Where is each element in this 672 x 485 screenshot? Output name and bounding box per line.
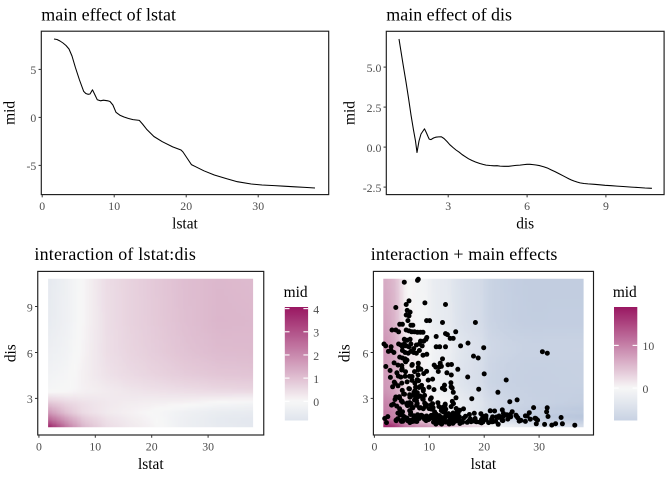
svg-text:3: 3 <box>445 199 451 213</box>
svg-text:5.0: 5.0 <box>367 61 382 75</box>
svg-text:lstat: lstat <box>172 215 198 232</box>
svg-text:0.0: 0.0 <box>367 141 382 155</box>
svg-text:10: 10 <box>108 199 120 213</box>
svg-text:6: 6 <box>524 199 530 213</box>
svg-text:30: 30 <box>252 199 264 213</box>
svg-text:-2.5: -2.5 <box>363 181 382 195</box>
svg-text:mid: mid <box>2 101 19 125</box>
svg-text:9: 9 <box>603 199 609 213</box>
svg-text:0: 0 <box>39 199 45 213</box>
svg-text:2.5: 2.5 <box>367 101 382 115</box>
svg-text:main effect of dis: main effect of dis <box>386 5 512 25</box>
svg-text:mid: mid <box>342 101 359 125</box>
svg-text:5: 5 <box>30 63 36 77</box>
svg-text:20: 20 <box>180 199 192 213</box>
svg-text:-5: -5 <box>26 159 36 173</box>
svg-text:0: 0 <box>30 111 36 125</box>
svg-text:dis: dis <box>516 215 534 232</box>
svg-text:main effect of lstat: main effect of lstat <box>41 5 176 25</box>
